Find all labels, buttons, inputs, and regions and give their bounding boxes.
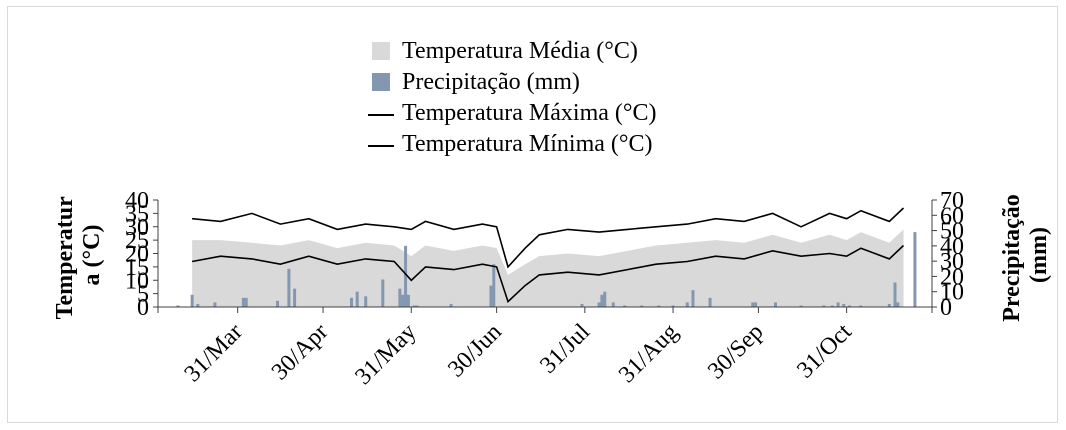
precip-bar xyxy=(691,290,695,307)
y-right-tick-label: 60 xyxy=(940,203,964,229)
y-right-axis-label: Precipitação (mm) xyxy=(999,188,1052,322)
precip-bar xyxy=(580,303,584,307)
y-right-tick-label: 70 xyxy=(940,188,964,214)
precip-bar xyxy=(751,302,755,307)
y-right-tick-label: 10 xyxy=(940,280,964,306)
precip-bar xyxy=(887,303,891,307)
x-tick-label: 31/May xyxy=(350,319,421,390)
precip-bar xyxy=(213,302,217,307)
precip-bar xyxy=(773,302,777,307)
precip-bar xyxy=(492,264,496,307)
min-temperature-line xyxy=(191,244,905,304)
y-right-tick-label: 40 xyxy=(940,234,964,260)
chart-frame xyxy=(7,6,1058,423)
y-left-tick-label: 0 xyxy=(137,295,149,321)
precip-bar xyxy=(412,305,416,307)
precip-bar xyxy=(754,302,758,307)
legend-line-max xyxy=(368,114,394,116)
precip-bar xyxy=(799,305,803,307)
y-right-tick-label: 50 xyxy=(940,219,964,245)
legend-label-min: Temperatura Mínima (°C) xyxy=(402,131,653,157)
precip-bar xyxy=(603,291,607,307)
precip-bar xyxy=(708,297,712,307)
y-left-tick-label: 40 xyxy=(125,188,149,214)
precip-bar xyxy=(822,305,826,307)
y-right-tick-label: 0 xyxy=(940,295,952,321)
x-tick-label: 31/Jul xyxy=(535,319,595,379)
precip-bar xyxy=(364,296,368,307)
x-tick-label: 31/Aug xyxy=(614,319,683,388)
precip-bar xyxy=(913,232,917,307)
x-tick-label: 30/Sep xyxy=(703,319,769,385)
precip-bar xyxy=(611,302,615,307)
precip-bar xyxy=(398,288,402,307)
precip-bar xyxy=(404,245,408,307)
y-right-label-line-2: (mm) xyxy=(1026,227,1052,283)
precip-bar xyxy=(836,302,840,307)
legend-swatch-precip-bar xyxy=(372,73,390,91)
legend-line-min xyxy=(368,145,394,147)
precip-bar xyxy=(276,300,280,307)
mean-temperature-area xyxy=(192,229,904,307)
y-left-axis-label: Temperatur a (°C) xyxy=(52,191,105,320)
precip-bar xyxy=(600,294,604,307)
precip-bar xyxy=(847,305,851,307)
precip-bar xyxy=(657,305,661,307)
precip-bar xyxy=(287,268,291,307)
precip-bar xyxy=(293,288,297,307)
precip-bar xyxy=(190,294,194,307)
precip-bar xyxy=(859,305,863,307)
precip-bar xyxy=(196,303,200,307)
legend-label-mean: Temperatura Média (°C) xyxy=(402,38,638,64)
legend-label-precip: Precipitação (mm) xyxy=(402,69,580,95)
precip-bar xyxy=(842,303,846,307)
y-left-tick-label: 10 xyxy=(125,268,149,294)
precip-bar xyxy=(893,282,897,307)
precip-bar xyxy=(176,305,180,307)
precip-bar xyxy=(381,279,385,307)
precip-bar xyxy=(685,302,689,307)
y-right-tick-label: 20 xyxy=(940,264,964,290)
precip-bar xyxy=(597,302,601,307)
precip-bar xyxy=(830,305,834,307)
x-tick-label: 31/Mar xyxy=(180,319,248,387)
plot-area xyxy=(176,207,917,307)
precip-bar xyxy=(896,302,900,307)
y-left-tick-label: 35 xyxy=(125,201,149,227)
y-right-label-line-1: Precipitação xyxy=(999,194,1025,322)
legend-swatch-mean-area xyxy=(372,42,390,60)
x-tick-label: 30/Apr xyxy=(267,319,333,385)
precip-bar xyxy=(489,285,493,307)
y-left-tick-label: 20 xyxy=(125,242,149,268)
precip-bar xyxy=(244,297,248,307)
precip-bar xyxy=(449,303,453,307)
y-left-label-line-1: Temperatur xyxy=(52,196,78,319)
precip-bar xyxy=(350,297,353,307)
precip-bar xyxy=(640,305,644,307)
x-tick-label: 31/Oct xyxy=(792,319,857,384)
precip-bar xyxy=(401,294,405,307)
precip-bar xyxy=(406,294,410,307)
y-left-tick-label: 25 xyxy=(125,228,149,254)
precip-bar xyxy=(241,297,245,307)
y-left-tick-label: 30 xyxy=(125,215,149,241)
precip-bar xyxy=(623,305,627,307)
y-left-tick-label: 5 xyxy=(137,282,149,308)
y-left-label-line-2: a (°C) xyxy=(79,225,105,286)
legend-label-max: Temperatura Máxima (°C) xyxy=(402,100,657,126)
precip-bar xyxy=(355,291,359,307)
precip-bar xyxy=(415,305,419,307)
y-right-tick-label: 30 xyxy=(940,249,964,275)
precip-bar xyxy=(671,305,675,307)
x-tick-label: 30/Jun xyxy=(443,319,507,383)
max-temperature-line xyxy=(192,207,905,269)
y-left-tick-label: 15 xyxy=(125,255,149,281)
